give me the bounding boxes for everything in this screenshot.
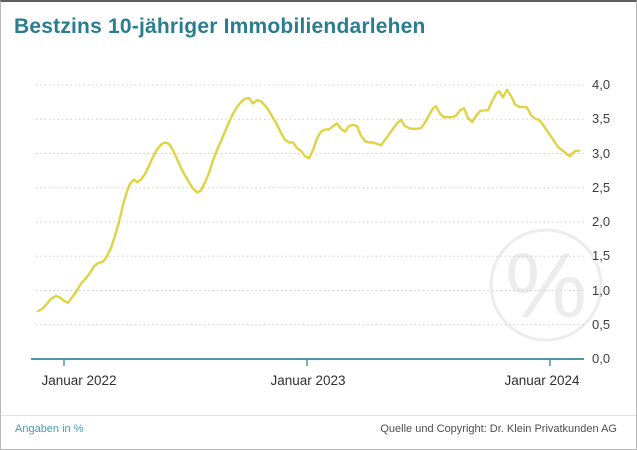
footer-divider [1,415,636,416]
x-tick-label: Januar 2024 [504,373,580,388]
y-tick-label: 1,5 [592,248,611,264]
y-tick-label: 4,0 [592,77,611,92]
percent-watermark-icon: % [505,235,587,337]
y-tick-label: 3,0 [592,145,611,161]
y-tick-label: 0,5 [592,316,611,332]
chart-title: Bestzins 10-jähriger Immobiliendarlehen [14,15,426,38]
y-tick-label: 3,5 [592,111,611,127]
x-tick-label: Januar 2022 [41,373,117,388]
unit-note: Angaben in % [15,423,84,435]
x-tick-label: Januar 2023 [270,373,346,388]
y-tick-label: 1,0 [592,282,611,298]
source-copyright: Quelle und Copyright: Dr. Klein Privatku… [380,423,617,435]
y-tick-label: 2,5 [592,179,611,195]
rate-line-series [36,88,581,313]
y-tick-label: 2,0 [592,214,611,229]
percent-watermark-circle [489,228,603,342]
y-tick-label: 0,0 [592,351,611,366]
